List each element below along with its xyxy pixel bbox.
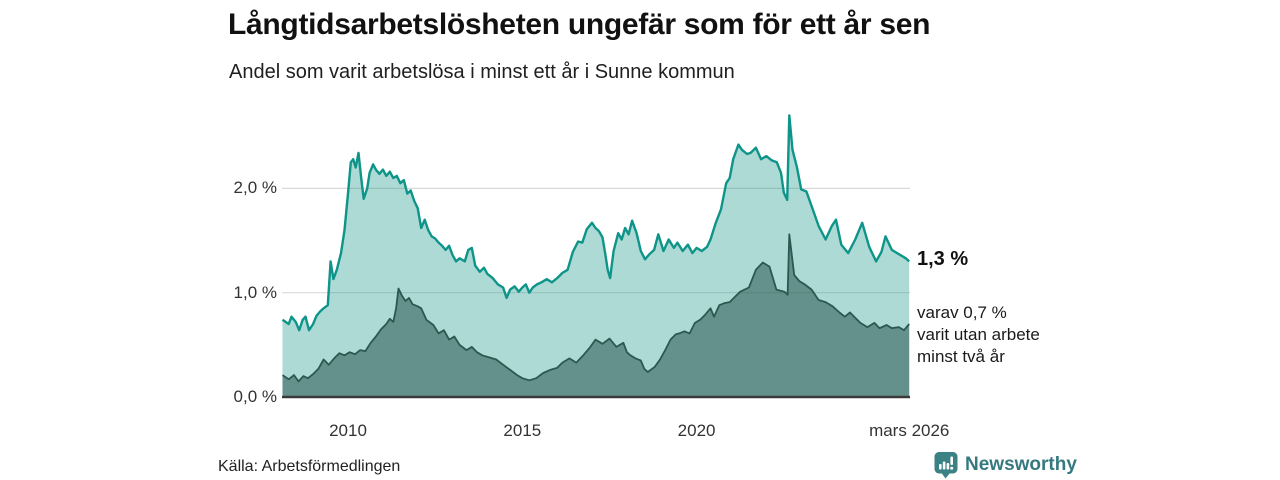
newsworthy-logo-text: Newsworthy (965, 454, 1077, 475)
page-title: Långtidsarbetslösheten ungefär som för e… (228, 8, 931, 41)
latest-value-label: 1,3 % (917, 248, 969, 270)
y-tick-label: 1,0 % (233, 282, 277, 302)
newsworthy-logo: Newsworthy (934, 450, 1077, 480)
y-tick-label: 2,0 % (233, 178, 277, 198)
annotation-line-3: minst två år (917, 347, 1005, 366)
annotation-line-1: varav 0,7 % (917, 303, 1007, 322)
newsworthy-logo-icon (934, 452, 958, 479)
y-tick-label: 0,0 % (233, 387, 277, 406)
x-tick-label: 2020 (677, 421, 716, 440)
x-tick-label: 2015 (503, 421, 542, 440)
source-text: Källa: Arbetsförmedlingen (218, 458, 401, 475)
area-series-unemployed-2yr (282, 234, 910, 397)
line-series-unemployed-1yr (281, 114, 911, 332)
page-subtitle: Andel som varit arbetslösa i minst ett å… (229, 61, 735, 83)
x-tick-label: mars 2026 (869, 421, 950, 440)
x-tick-label: 2010 (329, 421, 367, 440)
line-series-unemployed-2yr (281, 233, 910, 383)
secondary-annotation: varav 0,7 % varit utan arbete minst två … (917, 302, 1040, 368)
annotation-line-2: varit utan arbete (917, 325, 1040, 344)
